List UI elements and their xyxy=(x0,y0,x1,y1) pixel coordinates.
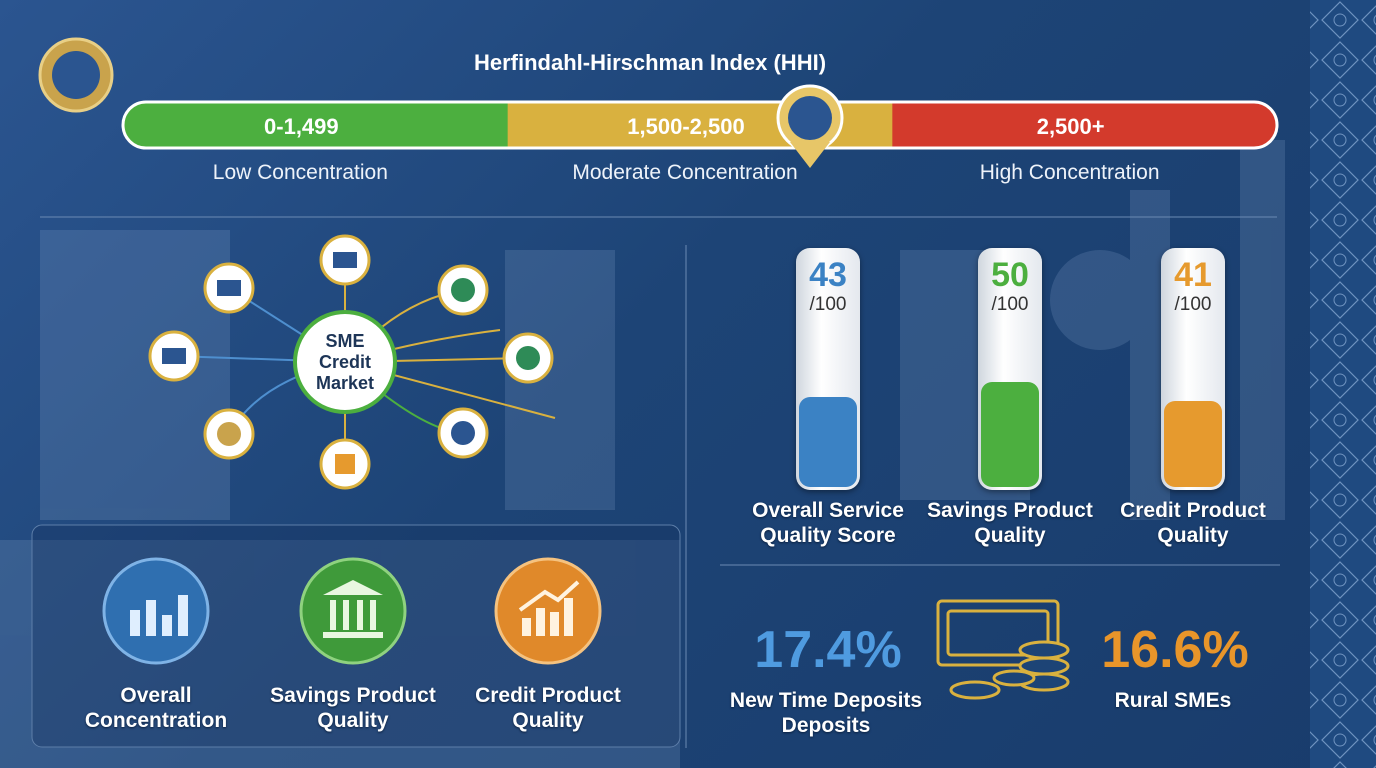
hhi-band xyxy=(892,102,1277,148)
hhi-title: Herfindahl-Hirschman Index (HHI) xyxy=(473,50,827,75)
stat-label: New Time Deposits Deposits xyxy=(729,689,923,737)
score-value: 50 xyxy=(991,256,1029,294)
score-value: 41 xyxy=(1174,256,1212,294)
hhi-band-label: High Concentration xyxy=(979,161,1160,184)
score-max: /100 xyxy=(991,294,1029,315)
score-tube xyxy=(796,248,860,490)
score-max: /100 xyxy=(1174,294,1212,315)
feature-label: Credit Product Quality xyxy=(475,684,621,732)
hhi-band xyxy=(123,102,509,148)
network-center xyxy=(293,310,397,414)
feature-label: Overall Concentration xyxy=(84,684,228,732)
score-max: /100 xyxy=(809,294,847,315)
hhi-range: 1,500-2,500 xyxy=(627,114,745,139)
stat-label: Rural SMEs xyxy=(1114,689,1232,712)
feature-label: Savings Product Quality xyxy=(270,684,436,732)
score-tube xyxy=(1161,248,1225,490)
stat-value: 17.4% xyxy=(754,621,902,679)
network-center-label: SME Credit Market xyxy=(315,331,375,393)
hhi-range: 0-1,499 xyxy=(264,114,339,139)
hhi-band-label: Low Concentration xyxy=(212,161,388,184)
score-label: Savings Product Quality xyxy=(927,499,1093,547)
score-fill xyxy=(981,382,1039,487)
hhi-range: 2,500+ xyxy=(1036,114,1105,139)
score-label: Overall Service Quality Score xyxy=(752,499,904,547)
score-fill xyxy=(1164,400,1222,487)
stat-value: 16.6% xyxy=(1101,621,1249,679)
score-fill xyxy=(799,396,857,487)
hhi-band-label: Moderate Concentration xyxy=(572,161,798,184)
score-label: Credit Product Quality xyxy=(1120,499,1266,547)
score-value: 43 xyxy=(809,256,847,294)
ornament-strip xyxy=(1310,0,1376,768)
score-tube xyxy=(978,248,1042,490)
